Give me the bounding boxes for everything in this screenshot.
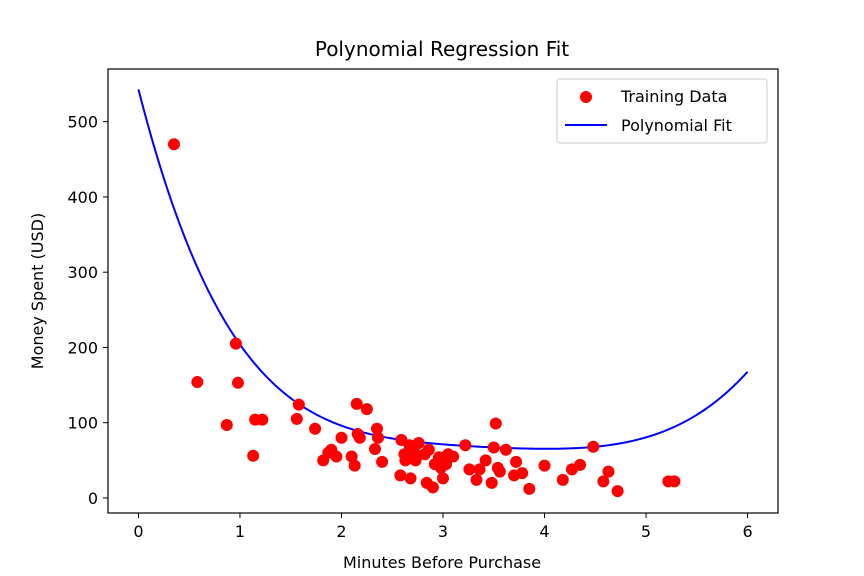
legend-scatter-marker [580,91,592,103]
scatter-point [335,431,348,444]
y-tick-label: 100 [67,414,98,433]
scatter-point [499,443,512,456]
legend-label-training-data: Training Data [620,87,727,106]
scatter-point [523,482,536,495]
legend-box [556,78,768,144]
scatter-point [412,437,425,450]
scatter-point [479,454,492,467]
x-tick-label: 1 [235,522,245,541]
scatter-point [290,412,303,425]
y-tick-label: 300 [67,263,98,282]
legend: Training Data Polynomial Fit [556,78,768,144]
scatter-point [247,449,260,462]
scatter-point [256,413,269,426]
scatter-point [485,476,498,489]
plot-area [137,89,749,498]
scatter-point [376,455,389,468]
scatter-point [368,443,381,456]
x-tick-label: 5 [641,522,651,541]
scatter-point [516,467,529,480]
scatter-point [602,465,615,478]
scatter-point [372,431,385,444]
scatter-point [409,454,422,467]
scatter-point [231,376,244,389]
scatter-points-layer [167,138,681,498]
scatter-point [220,418,233,431]
x-tick-label: 2 [336,522,346,541]
scatter-point [510,455,523,468]
scatter-point [459,439,472,452]
scatter-point [447,450,460,463]
scatter-point [348,459,361,472]
scatter-point [360,403,373,416]
scatter-point [493,465,506,478]
x-tick-label: 0 [133,522,143,541]
scatter-point [345,450,358,463]
scatter-point [191,376,204,389]
y-axis-label: Money Spent (USD) [28,213,47,369]
scatter-point [167,138,180,151]
scatter-point [394,469,407,482]
scatter-point [538,459,551,472]
y-tick-label: 200 [67,338,98,357]
scatter-point [597,475,610,488]
scatter-point [489,417,502,430]
scatter-point [611,485,624,498]
chart-title: Polynomial Regression Fit [315,37,569,61]
scatter-point [399,454,412,467]
y-tick-label: 500 [67,113,98,132]
scatter-point [229,337,242,350]
scatter-point [353,431,366,444]
x-tick-label: 6 [742,522,752,541]
scatter-point [371,422,384,435]
scatter-point [292,398,305,411]
scatter-point [437,472,449,485]
x-tick-label: 4 [539,522,549,541]
x-axis-ticks: 0 1 2 3 4 5 6 [133,513,753,541]
scatter-point [309,422,322,435]
scatter-point [587,440,600,453]
y-axis-ticks: 0 100 200 300 400 500 [67,113,108,508]
y-tick-label: 400 [67,188,98,207]
scatter-point [473,463,486,476]
legend-label-polynomial-fit: Polynomial Fit [621,116,732,135]
scatter-point [463,463,476,476]
scatter-point [350,397,363,410]
scatter-point [574,458,587,471]
scatter-point [422,443,435,456]
scatter-point [404,472,417,485]
scatter-point [426,481,439,494]
scatter-point [487,441,500,454]
scatter-point [470,473,483,486]
y-tick-label: 0 [88,489,98,508]
x-tick-label: 3 [438,522,448,541]
scatter-point [556,473,569,486]
scatter-point [668,475,681,488]
x-axis-label: Minutes Before Purchase [343,553,541,572]
scatter-point [330,450,343,463]
